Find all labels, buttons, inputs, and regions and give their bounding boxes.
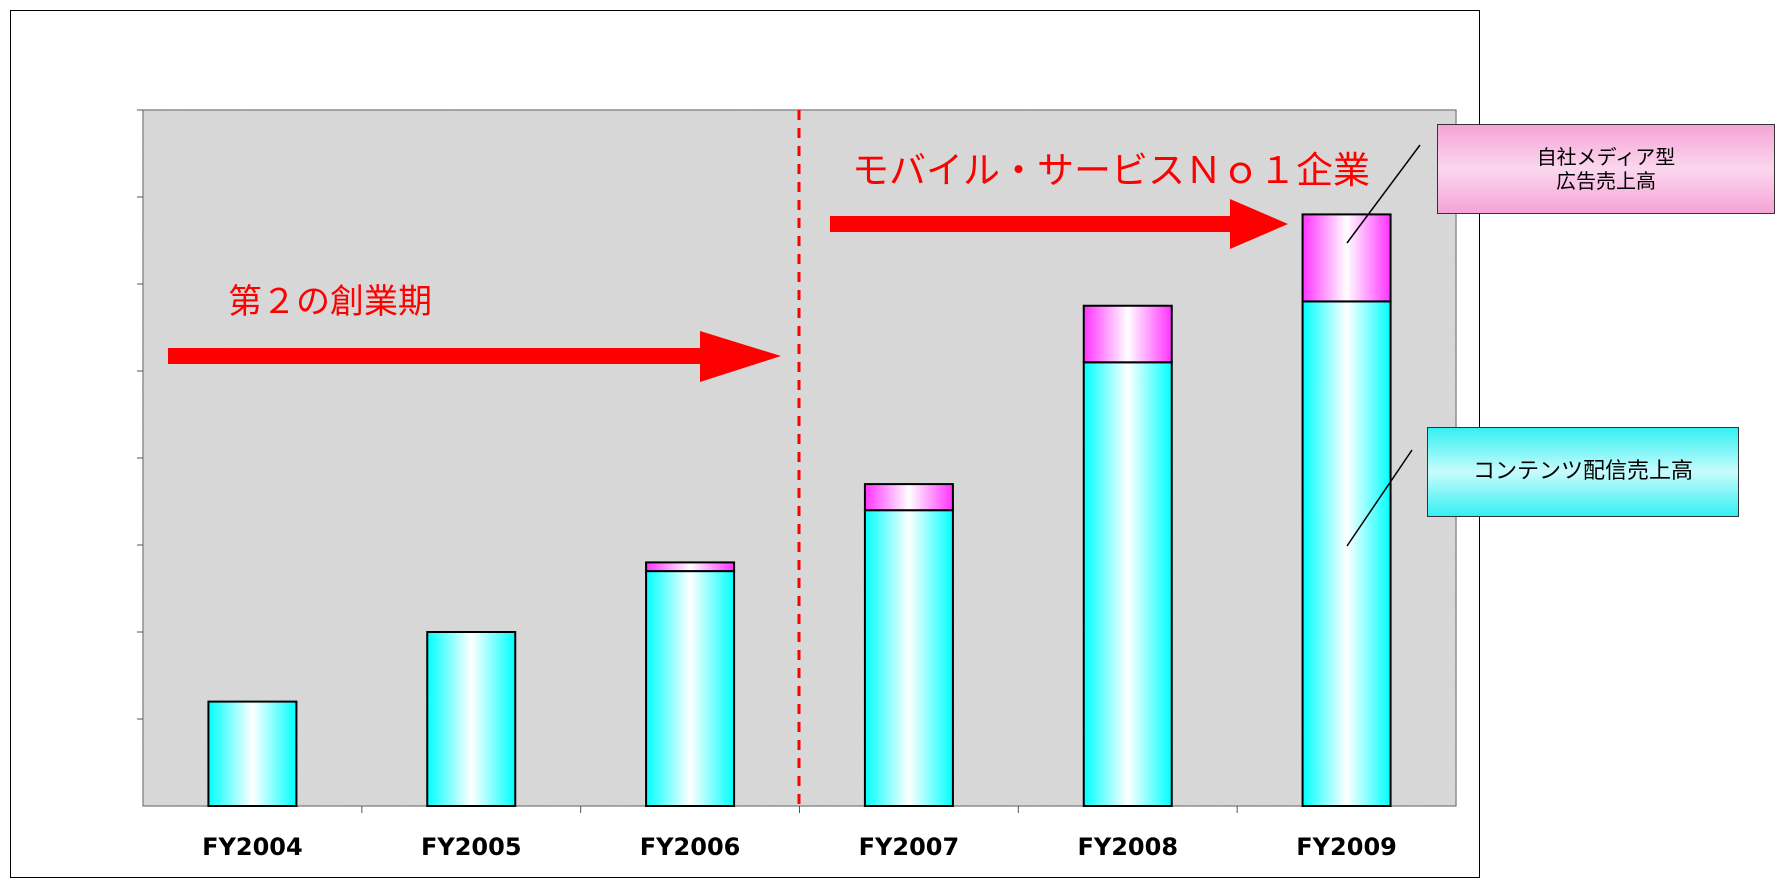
phase2-arrow [830,199,1288,249]
bar-media-ad-fy2008 [1082,304,1173,364]
x-label-fy2008: FY2008 [1077,833,1178,861]
y-axis-ticks [137,109,143,720]
x-axis-ticks [361,806,1238,813]
bar-content-fy2009 [1301,300,1392,807]
x-axis-labels: FY2004 FY2005 FY2006 FY2007 FY2008 FY2009 [202,833,1397,861]
media-leader-line [1346,144,1421,244]
phase1-label: 第２の創業期 [228,282,432,322]
bar-content-fy2005 [426,631,517,807]
x-label-fy2009: FY2009 [1296,833,1397,861]
phase2-label: モバイル・サービスＮｏ１企業 [852,149,1370,192]
bar-media-ad-fy2007 [863,483,954,512]
bar-content-fy2004 [207,700,298,807]
bar-content-fy2006 [645,570,736,807]
legend-media-ad-label: 自社メディア型 広告売上高 [1536,145,1676,193]
x-label-fy2004: FY2004 [202,833,303,861]
x-label-fy2005: FY2005 [421,833,522,861]
legend-media-ad-callout: 自社メディア型 広告売上高 [1437,124,1775,214]
content-leader-line [1346,449,1413,547]
bar-media-ad-fy2006 [645,561,736,573]
phase1-arrow [168,331,781,382]
bar-content-fy2007 [863,509,954,807]
legend-content-callout: コンテンツ配信売上高 [1427,427,1739,517]
bar-media-ad-fy2009 [1301,213,1392,303]
legend-content-label: コンテンツ配信売上高 [1472,458,1693,484]
x-label-fy2007: FY2007 [859,833,960,861]
bar-content-fy2008 [1082,361,1173,807]
bars [207,213,1392,807]
x-label-fy2006: FY2006 [640,833,741,861]
